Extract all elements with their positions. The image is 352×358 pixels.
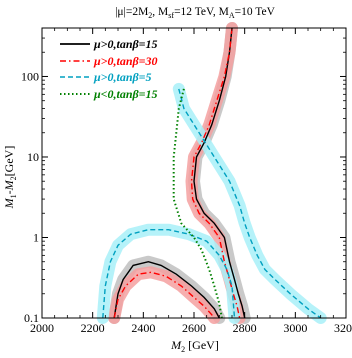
x-tick-label-2200: 2200	[81, 321, 105, 335]
chart-title: |μ|=2M2, Msf=12 TeV, MA=10 TeV	[115, 6, 276, 20]
x-tick-label-2400: 2400	[131, 321, 155, 335]
legend-label-series-2: μ>0,tanβ=30	[93, 54, 158, 68]
legend-label-series-4: μ<0,tanβ=15	[93, 87, 158, 101]
series-line-3-segment-1	[178, 88, 322, 319]
y-tick-label-0.1: 0.1	[24, 311, 39, 325]
legend: μ>0,tanβ=15 μ>0,tanβ=30 μ>0,tanβ=5 μ<0,t…	[60, 37, 158, 101]
series-line-1-segment-2	[113, 260, 220, 319]
x-tick-label-2800: 2800	[233, 321, 257, 335]
series-line-1-segment-1	[193, 27, 246, 319]
x-tick-label-2600: 2600	[182, 321, 206, 335]
legend-label-series-3: μ>0,tanβ=5	[93, 70, 152, 84]
y-axis-title: M1-M2[GeV]	[2, 146, 18, 210]
series-line-3-segment-2	[102, 229, 236, 319]
y-tick-label-100: 100	[21, 69, 39, 83]
y-tick-label-1: 1	[33, 230, 39, 244]
legend-label-series-1: μ>0,tanβ=15	[93, 37, 158, 51]
x-tick-label-2000: 2000	[30, 321, 54, 335]
x-tick-label-3000: 3000	[283, 321, 307, 335]
x-axis-title: M2 [GeV]	[170, 338, 219, 353]
series-line-4-segment-1	[172, 88, 223, 319]
series-lines	[102, 27, 322, 319]
series-line-2-segment-2	[113, 271, 215, 319]
y-tick-label-10: 10	[27, 150, 39, 164]
band-series-2-segment-2	[108, 266, 221, 324]
axis-ticks	[41, 27, 347, 319]
